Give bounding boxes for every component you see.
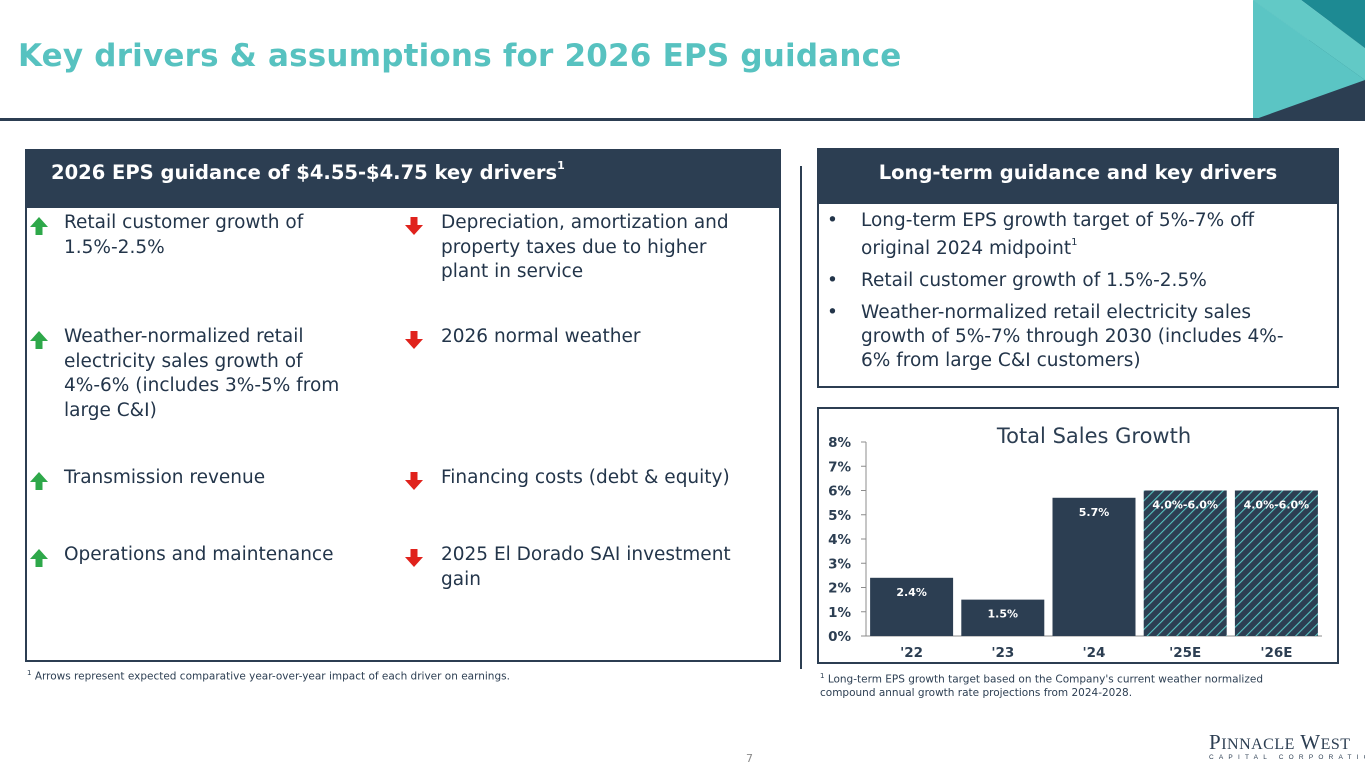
long-term-bullet-list: • Long-term EPS growth target of 5%-7% of… [819,204,1337,373]
vertical-divider [800,166,802,669]
total-sales-growth-panel: Total Sales Growth 0% 1% 2% 3% 4% 5% 6% 7% 8% 2.4%… [817,407,1339,664]
positive-driver: Operations and maintenance [64,544,334,565]
bar [1052,497,1136,636]
long-term-guidance-header: Long-term guidance and key drivers [819,150,1337,204]
positive-driver: Retail customer growth of 1.5%-2.5% [64,212,304,258]
page-number: 7 [746,752,753,765]
corner-decoration [1253,0,1365,120]
y-tick-label: 7% [828,459,851,475]
y-tick-label: 3% [828,556,851,572]
company-logo: PINNACLE WEST CAPITAL CORPORATION [1209,730,1365,761]
green-up-arrow-icon [29,471,49,495]
bar-data-label: 5.7% [1079,506,1110,519]
red-down-arrow-icon [404,471,424,495]
bar-data-label: 4.0%-6.0% [1152,499,1218,512]
negative-driver: Depreciation, amortization and property t… [441,212,729,282]
negative-driver: Financing costs (debt & equity) [441,467,730,488]
long-term-guidance-panel: Long-term guidance and key drivers • Long… [817,148,1339,388]
x-tick-label: '25E [1169,645,1201,661]
green-up-arrow-icon [29,216,49,240]
y-tick-label: 1% [828,605,851,621]
bar-data-label: 1.5% [988,608,1019,621]
bar [870,577,954,636]
y-tick-label: 2% [828,581,851,597]
x-tick-label: '22 [900,645,923,661]
y-tick-label: 8% [828,435,851,451]
green-up-arrow-icon [29,548,49,572]
y-tick-label: 4% [828,532,851,548]
red-down-arrow-icon [404,216,424,240]
long-term-bullet: • Retail customer growth of 1.5%-2.5% [827,270,1207,292]
red-down-arrow-icon [404,548,424,572]
eps-drivers-header: 2026 EPS guidance of $4.55-$4.75 key dri… [27,151,779,208]
long-term-bullet: • Weather-normalized retail electricity s… [827,302,1284,372]
y-tick-label: 5% [828,508,851,524]
logo-subtitle: CAPITAL CORPORATION [1209,754,1365,761]
title-divider [0,118,1365,121]
eps-drivers-panel: 2026 EPS guidance of $4.55-$4.75 key dri… [25,149,781,662]
x-tick-label: '23 [991,645,1014,661]
y-tick-label: 0% [828,629,851,645]
bar [1143,490,1227,636]
positive-driver: Weather-normalized retail electricity sal… [64,326,340,421]
x-tick-label: '24 [1083,645,1106,661]
total-sales-growth-chart: Total Sales Growth 0% 1% 2% 3% 4% 5% 6% 7% 8% 2.4%… [828,424,1322,661]
right-footnote: 1 Long-term EPS growth target based on t… [820,672,1263,699]
logo-name: PINNACLE WEST [1209,730,1351,754]
chart-title: Total Sales Growth [996,424,1191,448]
negative-driver: 2025 El Dorado SAI investment gain [441,544,731,590]
bar [961,599,1045,636]
red-down-arrow-icon [404,330,424,354]
y-tick-label: 6% [828,484,851,500]
bar [1234,490,1318,636]
positive-driver: Transmission revenue [64,467,266,488]
left-footnote: 1 Arrows represent expected comparative … [27,669,510,683]
negative-driver: 2026 normal weather [441,326,641,347]
page-title: Key drivers & assumptions for 2026 EPS g… [18,38,902,74]
x-tick-label: '26E [1260,645,1292,661]
bar-data-label: 2.4% [896,586,927,599]
green-up-arrow-icon [29,330,49,354]
long-term-bullet: • Long-term EPS growth target of 5%-7% of… [827,210,1255,260]
bar-data-label: 4.0%-6.0% [1244,499,1310,512]
